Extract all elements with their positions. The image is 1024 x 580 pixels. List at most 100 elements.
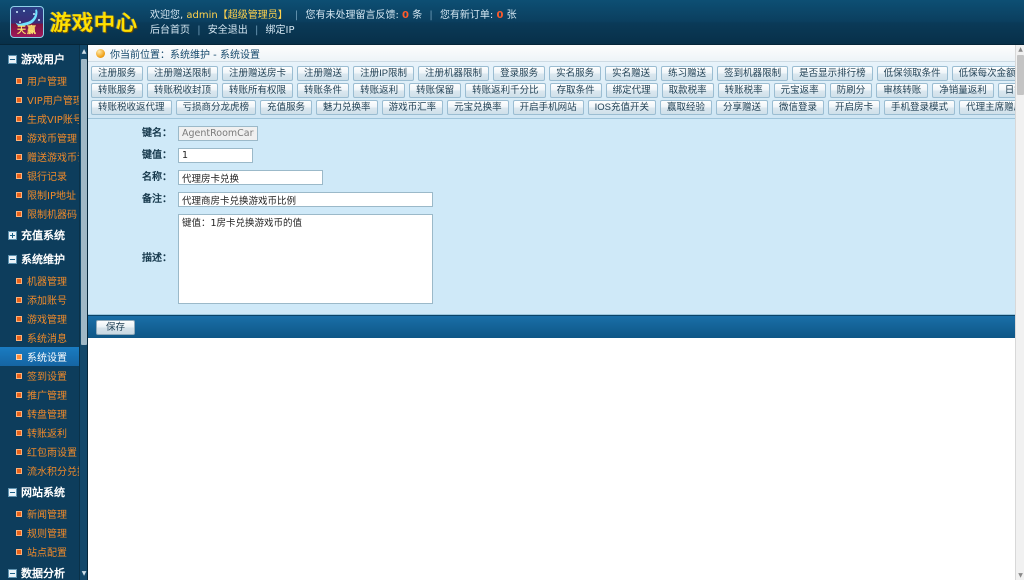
sidebar-item-系统设置[interactable]: 系统设置: [0, 347, 87, 366]
tab-元宝返率[interactable]: 元宝返率: [773, 83, 826, 98]
collapse-icon[interactable]: [8, 254, 17, 264]
tab-低保领取条件[interactable]: 低保领取条件: [876, 66, 948, 81]
sidebar-group-1[interactable]: 充值系统: [0, 223, 87, 247]
header-welcome-row: 欢迎您, admin【超级管理员】 | 您有未处理留言反馈: 0 条 | 您有新…: [150, 8, 517, 23]
sep-1: |: [294, 10, 299, 21]
setting-form: 键名： 键值： 名称： 备注：: [88, 119, 1015, 315]
tab-亏损商分龙虎榜[interactable]: 亏损商分龙虎榜: [175, 100, 257, 115]
tab-魅力兑换率[interactable]: 魅力兑换率: [316, 100, 378, 115]
tab-是否显示排行榜[interactable]: 是否显示排行榜: [792, 66, 873, 81]
link-logout[interactable]: 安全退出: [207, 25, 248, 36]
sidebar-item-label: VIP用户管理: [27, 96, 83, 107]
sidebar-item-用户管理[interactable]: 用户管理: [0, 71, 87, 90]
tab-净销量返利[interactable]: 净销量返利: [932, 83, 994, 98]
tab-审核转账[interactable]: 审核转账: [876, 83, 929, 98]
link-bind-ip[interactable]: 绑定IP: [265, 25, 295, 36]
desc-textarea[interactable]: [178, 214, 433, 304]
tab-注册服务[interactable]: 注册服务: [91, 66, 144, 81]
sidebar-item-生成VIP账号[interactable]: 生成VIP账号: [0, 109, 87, 128]
tab-实名服务[interactable]: 实名服务: [549, 66, 602, 81]
sidebar-item-签到设置[interactable]: 签到设置: [0, 366, 87, 385]
sidebar-group-2[interactable]: 系统维护: [0, 247, 87, 271]
sidebar-item-游戏管理[interactable]: 游戏管理: [0, 309, 87, 328]
collapse-icon[interactable]: [8, 487, 17, 497]
tab-低保每次金额[interactable]: 低保每次金额: [951, 66, 1015, 81]
sidebar-group-4[interactable]: 数据分析: [0, 561, 87, 580]
sidebar-item-规则管理[interactable]: 规则管理: [0, 523, 87, 542]
sidebar-item-推广管理[interactable]: 推广管理: [0, 385, 87, 404]
expand-icon[interactable]: [8, 230, 17, 240]
tab-登录服务[interactable]: 登录服务: [493, 66, 546, 81]
name-input[interactable]: [178, 170, 323, 185]
sidebar-scroll-thumb[interactable]: [81, 59, 87, 345]
link-home[interactable]: 后台首页: [150, 25, 190, 36]
sidebar-item-转账返利[interactable]: 转账返利: [0, 423, 87, 442]
sidebar-item-系统消息[interactable]: 系统消息: [0, 328, 87, 347]
sidebar-group-3[interactable]: 网站系统: [0, 480, 87, 504]
tab-取款税率[interactable]: 取款税率: [661, 83, 714, 98]
tab-转账返利千分比[interactable]: 转账返利千分比: [465, 83, 546, 98]
tab-手机登录模式[interactable]: 手机登录模式: [884, 100, 956, 115]
tab-微信登录[interactable]: 微信登录: [772, 100, 825, 115]
tab-防刷分[interactable]: 防刷分: [829, 83, 873, 98]
tab-赢取经验[interactable]: 赢取经验: [659, 100, 712, 115]
sidebar-scrollbar[interactable]: ▲ ▼: [79, 45, 87, 580]
tab-转账保留[interactable]: 转账保留: [409, 83, 462, 98]
sidebar-item-赠送游戏币记录[interactable]: 赠送游戏币记录: [0, 147, 87, 166]
sidebar-item-流水积分兑换[interactable]: 流水积分兑换: [0, 461, 87, 480]
save-button[interactable]: 保存: [96, 320, 136, 335]
tab-注册赠送[interactable]: 注册赠送: [297, 66, 350, 81]
tab-注册机器限制[interactable]: 注册机器限制: [418, 66, 490, 81]
logo[interactable]: 天赢 游戏中心: [0, 6, 150, 38]
tab-转账服务[interactable]: 转账服务: [91, 83, 144, 98]
sidebar-item-限制机器码[interactable]: 限制机器码: [0, 204, 87, 223]
bullet-icon: [16, 77, 22, 84]
tab-开启手机网站[interactable]: 开启手机网站: [512, 100, 584, 115]
main-scroll-down-icon[interactable]: ▼: [1018, 572, 1023, 579]
sidebar-item-转盘管理[interactable]: 转盘管理: [0, 404, 87, 423]
collapse-icon[interactable]: [8, 568, 17, 578]
tab-注册赠送房卡[interactable]: 注册赠送房卡: [222, 66, 294, 81]
sidebar-group-0[interactable]: 游戏用户: [0, 47, 87, 71]
tab-转账条件[interactable]: 转账条件: [297, 83, 350, 98]
tab-转账返利[interactable]: 转账返利: [353, 83, 406, 98]
sidebar-item-红包雨设置[interactable]: 红包雨设置: [0, 442, 87, 461]
tab-绑定代理[interactable]: 绑定代理: [605, 83, 658, 98]
scroll-down-icon[interactable]: ▼: [81, 570, 87, 577]
main-scroll-up-icon[interactable]: ▲: [1018, 46, 1023, 53]
tab-注册IP限制[interactable]: 注册IP限制: [353, 66, 415, 81]
value-label: 键值：: [142, 150, 172, 161]
tab-充值服务[interactable]: 充值服务: [260, 100, 313, 115]
tab-转账税收返代理[interactable]: 转账税收返代理: [91, 100, 172, 115]
tab-转账税率[interactable]: 转账税率: [717, 83, 770, 98]
tab-IOS充值开关[interactable]: IOS充值开关: [587, 100, 656, 115]
key-input[interactable]: [178, 126, 258, 141]
tab-转账所有权限[interactable]: 转账所有权限: [222, 83, 294, 98]
sidebar-item-新闻管理[interactable]: 新闻管理: [0, 504, 87, 523]
tab-分享赠送[interactable]: 分享赠送: [716, 100, 769, 115]
tab-游戏币汇率[interactable]: 游戏币汇率: [381, 100, 444, 115]
tab-存取条件[interactable]: 存取条件: [549, 83, 602, 98]
scroll-up-icon[interactable]: ▲: [81, 48, 87, 55]
tab-转账税收封顶[interactable]: 转账税收封顶: [147, 83, 219, 98]
tab-实名赠送[interactable]: 实名赠送: [605, 66, 658, 81]
sidebar-item-站点配置[interactable]: 站点配置: [0, 542, 87, 561]
tab-开启房卡[interactable]: 开启房卡: [828, 100, 881, 115]
remark-input[interactable]: [178, 192, 433, 207]
sidebar-item-添加账号[interactable]: 添加账号: [0, 290, 87, 309]
main-scroll-thumb[interactable]: [1017, 55, 1024, 95]
tab-注册赠送限制[interactable]: 注册赠送限制: [147, 66, 219, 81]
tab-练习赠送[interactable]: 练习赠送: [661, 66, 714, 81]
sidebar-item-限制IP地址[interactable]: 限制IP地址: [0, 185, 87, 204]
collapse-icon[interactable]: [8, 54, 17, 64]
tab-元宝兑换率[interactable]: 元宝兑换率: [447, 100, 509, 115]
sidebar-item-银行记录[interactable]: 银行记录: [0, 166, 87, 185]
tab-日销量返利[interactable]: 日销量返利: [997, 83, 1015, 98]
sidebar-item-游戏币管理[interactable]: 游戏币管理: [0, 128, 87, 147]
tab-签到机器限制[interactable]: 签到机器限制: [717, 66, 789, 81]
sidebar-item-机器管理[interactable]: 机器管理: [0, 271, 87, 290]
tab-代理主席赠房卡[interactable]: 代理主席赠房卡: [959, 100, 1015, 115]
value-input[interactable]: [178, 148, 253, 163]
main-scrollbar[interactable]: ▲ ▼: [1015, 45, 1024, 580]
sidebar-item-VIP用户管理[interactable]: VIP用户管理: [0, 90, 87, 109]
